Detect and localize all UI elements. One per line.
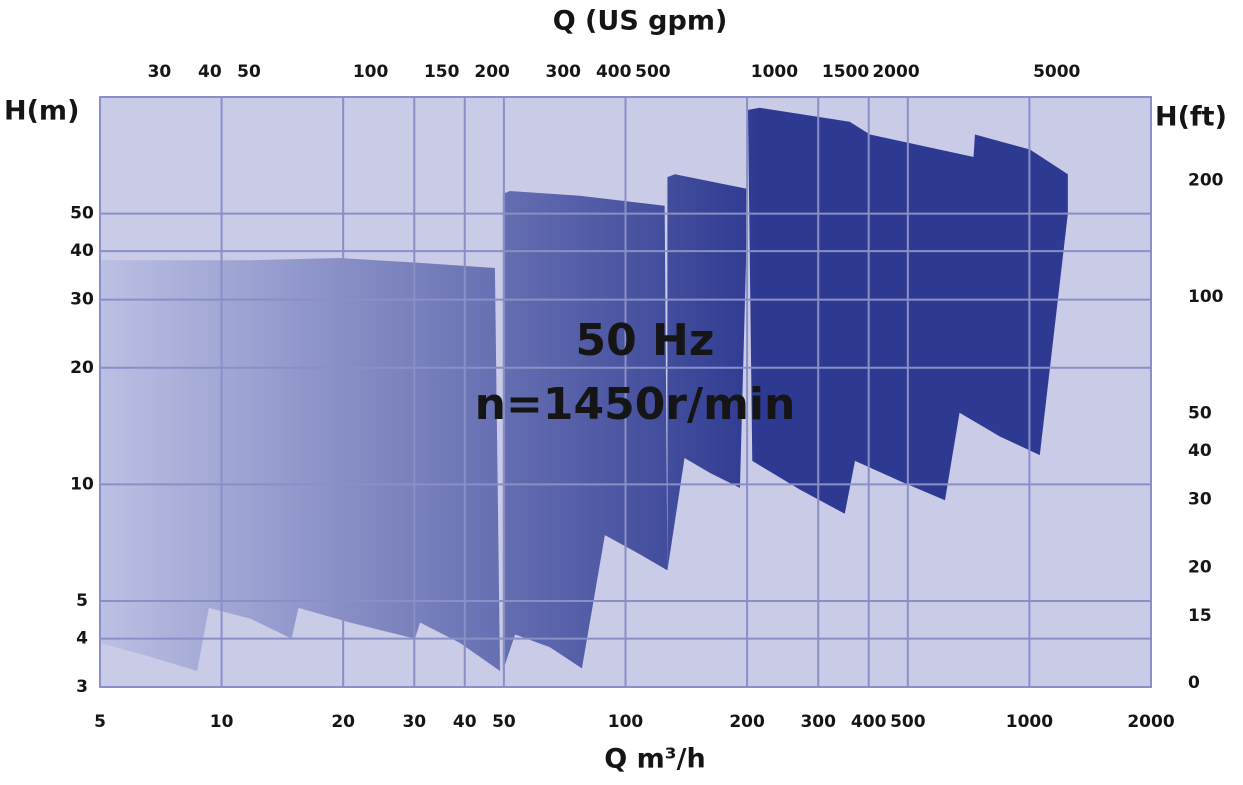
x2-tick-label: 100 (353, 62, 389, 82)
y-tick-label: 3 (76, 677, 88, 697)
x2-tick-label: 300 (546, 62, 582, 82)
range-area (747, 107, 975, 514)
x2-tick-label: 1000 (751, 62, 798, 82)
range-area (100, 258, 501, 671)
y-tick-label: 20 (70, 358, 94, 378)
grid (99, 96, 1152, 688)
x2-tick-label: 200 (474, 62, 510, 82)
x2-tick-label: 400 (596, 62, 632, 82)
x-tick-label: 400 (851, 712, 887, 732)
y2-tick-label: 200 (1188, 170, 1224, 190)
annotation: 50 Hz (576, 315, 715, 366)
x-tick-label: 20 (331, 712, 355, 732)
y-axis-title: H(m) (4, 96, 79, 127)
x-tick-label: 50 (492, 712, 516, 732)
y2-tick-label: 15 (1188, 606, 1212, 626)
plot-border (99, 96, 1152, 688)
y-tick-label: 30 (70, 290, 94, 310)
x2-tick-label: 30 (148, 62, 172, 82)
x-axis-title: Q m³/h (604, 744, 705, 775)
y-tick-label: 4 (76, 629, 88, 649)
x2-tick-label: 40 (198, 62, 222, 82)
range-area (957, 134, 1068, 456)
x-tick-label: 200 (729, 712, 765, 732)
x-tick-label: 40 (453, 712, 477, 732)
y-tick-label: 40 (70, 241, 94, 261)
x2-tick-label: 500 (635, 62, 671, 82)
x-tick-label: 5 (94, 712, 106, 732)
x-tick-label: 30 (402, 712, 426, 732)
y2-axis-title: H(ft) (1155, 102, 1227, 133)
y-tick-label: 10 (70, 474, 94, 494)
range-area (667, 174, 748, 571)
y2-tick-label: 30 (1188, 489, 1212, 509)
x-tick-label: 2000 (1127, 712, 1174, 732)
y-tick-label: 5 (76, 591, 88, 611)
x2-tick-label: 50 (237, 62, 261, 82)
x-tick-label: 300 (800, 712, 836, 732)
annotation: n=1450r/min (475, 379, 796, 430)
x2-tick-label: 150 (424, 62, 460, 82)
x-tick-label: 500 (890, 712, 926, 732)
y2-tick-label: 20 (1188, 558, 1212, 578)
top-axis-title: Q (US gpm) (553, 6, 728, 37)
y2-tick-label: 50 (1188, 404, 1212, 424)
y2-tick-label: 0 (1188, 673, 1200, 693)
x2-tick-label: 2000 (872, 62, 919, 82)
x2-tick-label: 1500 (822, 62, 869, 82)
x2-tick-label: 5000 (1033, 62, 1080, 82)
y2-tick-label: 100 (1188, 287, 1224, 307)
y2-tick-label: 40 (1188, 441, 1212, 461)
x-tick-label: 10 (210, 712, 234, 732)
labels: 5 10 20 30 40 50 100 200 300 400 500 1000 2000345102… (70, 62, 1223, 732)
y-tick-label: 50 (70, 204, 94, 224)
x-tick-label: 100 (608, 712, 644, 732)
x-tick-label: 1000 (1006, 712, 1053, 732)
